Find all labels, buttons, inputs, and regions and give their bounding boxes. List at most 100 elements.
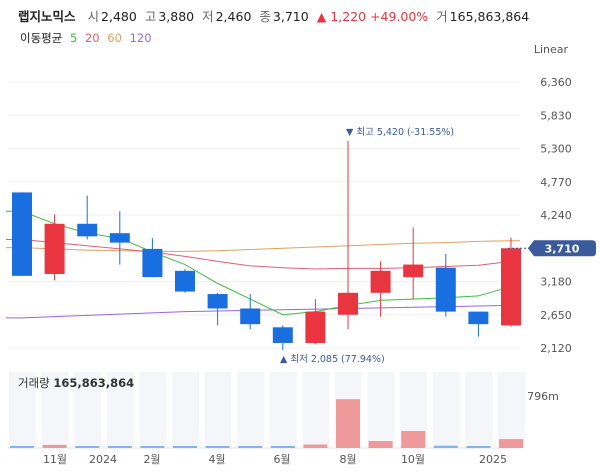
close-price: 3,710 bbox=[272, 9, 309, 24]
high-label: 고 bbox=[144, 9, 157, 24]
volume-column-bg bbox=[172, 372, 199, 448]
candle bbox=[403, 227, 424, 300]
volume-bar bbox=[173, 446, 197, 448]
open-price: 2,480 bbox=[101, 9, 137, 24]
volume-column-bg bbox=[498, 372, 525, 448]
volume-column-bg bbox=[74, 372, 102, 448]
low-price: 2,460 bbox=[215, 9, 252, 24]
candle bbox=[175, 268, 195, 293]
price-tick-label: 2,650 bbox=[540, 309, 572, 322]
candle-body bbox=[272, 327, 293, 343]
volume-column-bg bbox=[204, 372, 232, 448]
candle bbox=[370, 261, 391, 317]
last-price-label: 3,710 bbox=[545, 242, 580, 255]
volume-column-bg bbox=[41, 372, 69, 448]
low-label: 저 bbox=[202, 9, 214, 24]
candle bbox=[501, 237, 521, 327]
volume-bar bbox=[205, 446, 230, 448]
volume-bar bbox=[10, 446, 34, 448]
scale-mode-toggle[interactable]: Linear bbox=[533, 43, 568, 56]
volume-label: 거 bbox=[436, 9, 448, 24]
volume-bar bbox=[303, 444, 328, 448]
candle-body bbox=[240, 308, 261, 325]
x-tick-label: 2월 bbox=[143, 453, 160, 466]
volume-bar bbox=[75, 446, 100, 448]
x-tick-label: 2024 bbox=[89, 453, 117, 466]
volume-bar bbox=[433, 445, 458, 448]
candle-body bbox=[12, 192, 32, 276]
candle bbox=[435, 253, 456, 317]
candle bbox=[109, 211, 130, 265]
candle bbox=[12, 192, 32, 276]
candle-body bbox=[305, 311, 326, 343]
candle bbox=[207, 292, 228, 326]
candle bbox=[240, 294, 261, 330]
volume-bar bbox=[466, 446, 491, 448]
candle-body bbox=[142, 248, 163, 278]
volume-column-bg bbox=[432, 372, 460, 448]
ma120-label[interactable]: 120 bbox=[129, 31, 152, 45]
candle bbox=[44, 214, 65, 281]
last-price-tag bbox=[528, 240, 596, 257]
ma20-label[interactable]: 20 bbox=[84, 31, 100, 45]
ma20-line bbox=[6, 238, 520, 270]
price-change: ▲ 1,220 +49.00% bbox=[316, 9, 429, 24]
x-tick-label: 11월 bbox=[43, 453, 67, 466]
volume-column-bg bbox=[367, 372, 395, 448]
candle-body bbox=[77, 223, 98, 237]
volume-column-bg bbox=[302, 372, 330, 448]
close-label: 종 bbox=[259, 9, 271, 24]
volume-value: 165,863,864 bbox=[449, 9, 530, 24]
candle-body bbox=[175, 270, 195, 292]
x-tick-label: 2025 bbox=[479, 453, 507, 466]
candle bbox=[77, 195, 98, 240]
ma60-label[interactable]: 60 bbox=[107, 31, 122, 45]
volume-column-bg bbox=[269, 372, 297, 448]
price-tick-label: 2,120 bbox=[540, 342, 572, 355]
candle bbox=[468, 311, 489, 337]
candle-body bbox=[109, 233, 130, 243]
x-tick-label: 8월 bbox=[339, 453, 356, 466]
high-price: 3,880 bbox=[158, 9, 195, 24]
ma-legend-label: 이동평균 bbox=[20, 31, 63, 45]
candle-body bbox=[468, 311, 489, 325]
price-tick-label: 4,770 bbox=[540, 176, 572, 189]
candle bbox=[272, 325, 293, 351]
x-tick-label: 6월 bbox=[273, 453, 290, 466]
price-tick-label: 5,300 bbox=[540, 143, 572, 156]
stock-header: 랩지노믹스 시 2,480 고 3,880 저 2,460 종 3,710 ▲ 1,22… bbox=[18, 6, 533, 25]
open-label: 시 bbox=[87, 9, 100, 24]
volume-tick-label: 796m bbox=[527, 390, 559, 403]
ma60-line bbox=[6, 240, 520, 252]
volume-column-bg bbox=[106, 372, 134, 448]
volume-column-bg bbox=[465, 372, 493, 448]
x-tick-label: 4월 bbox=[208, 453, 225, 466]
volume-bar bbox=[368, 441, 393, 448]
price-tick-label: 5,830 bbox=[540, 109, 572, 122]
candle-body bbox=[44, 223, 65, 274]
moving-average-legend: 이동평균 5 20 60 120 bbox=[20, 30, 156, 46]
candle bbox=[305, 299, 326, 345]
volume-bar bbox=[499, 439, 523, 448]
candle bbox=[142, 238, 163, 278]
volume-bar bbox=[42, 444, 67, 448]
candle-body bbox=[207, 294, 228, 309]
price-tick-label: 4,240 bbox=[540, 209, 572, 222]
price-tick-label: 3,180 bbox=[540, 276, 572, 289]
candle-body bbox=[501, 248, 521, 326]
volume-bar bbox=[336, 399, 360, 448]
volume-title-value: 165,863,864 bbox=[53, 376, 134, 390]
ma5-label[interactable]: 5 bbox=[69, 31, 78, 45]
candle-body bbox=[403, 264, 424, 278]
volume-bar bbox=[107, 446, 132, 448]
volume-bar bbox=[401, 430, 426, 448]
volume-column-bg bbox=[237, 372, 265, 448]
volume-bar bbox=[270, 446, 295, 448]
low-annotation: ▲ 최저 2,085 (77.94%) bbox=[280, 354, 385, 365]
volume-column-bg bbox=[9, 372, 36, 448]
candle bbox=[338, 140, 358, 330]
volume-bar bbox=[140, 446, 165, 448]
candle-body bbox=[338, 292, 358, 315]
volume-bar bbox=[238, 446, 263, 448]
